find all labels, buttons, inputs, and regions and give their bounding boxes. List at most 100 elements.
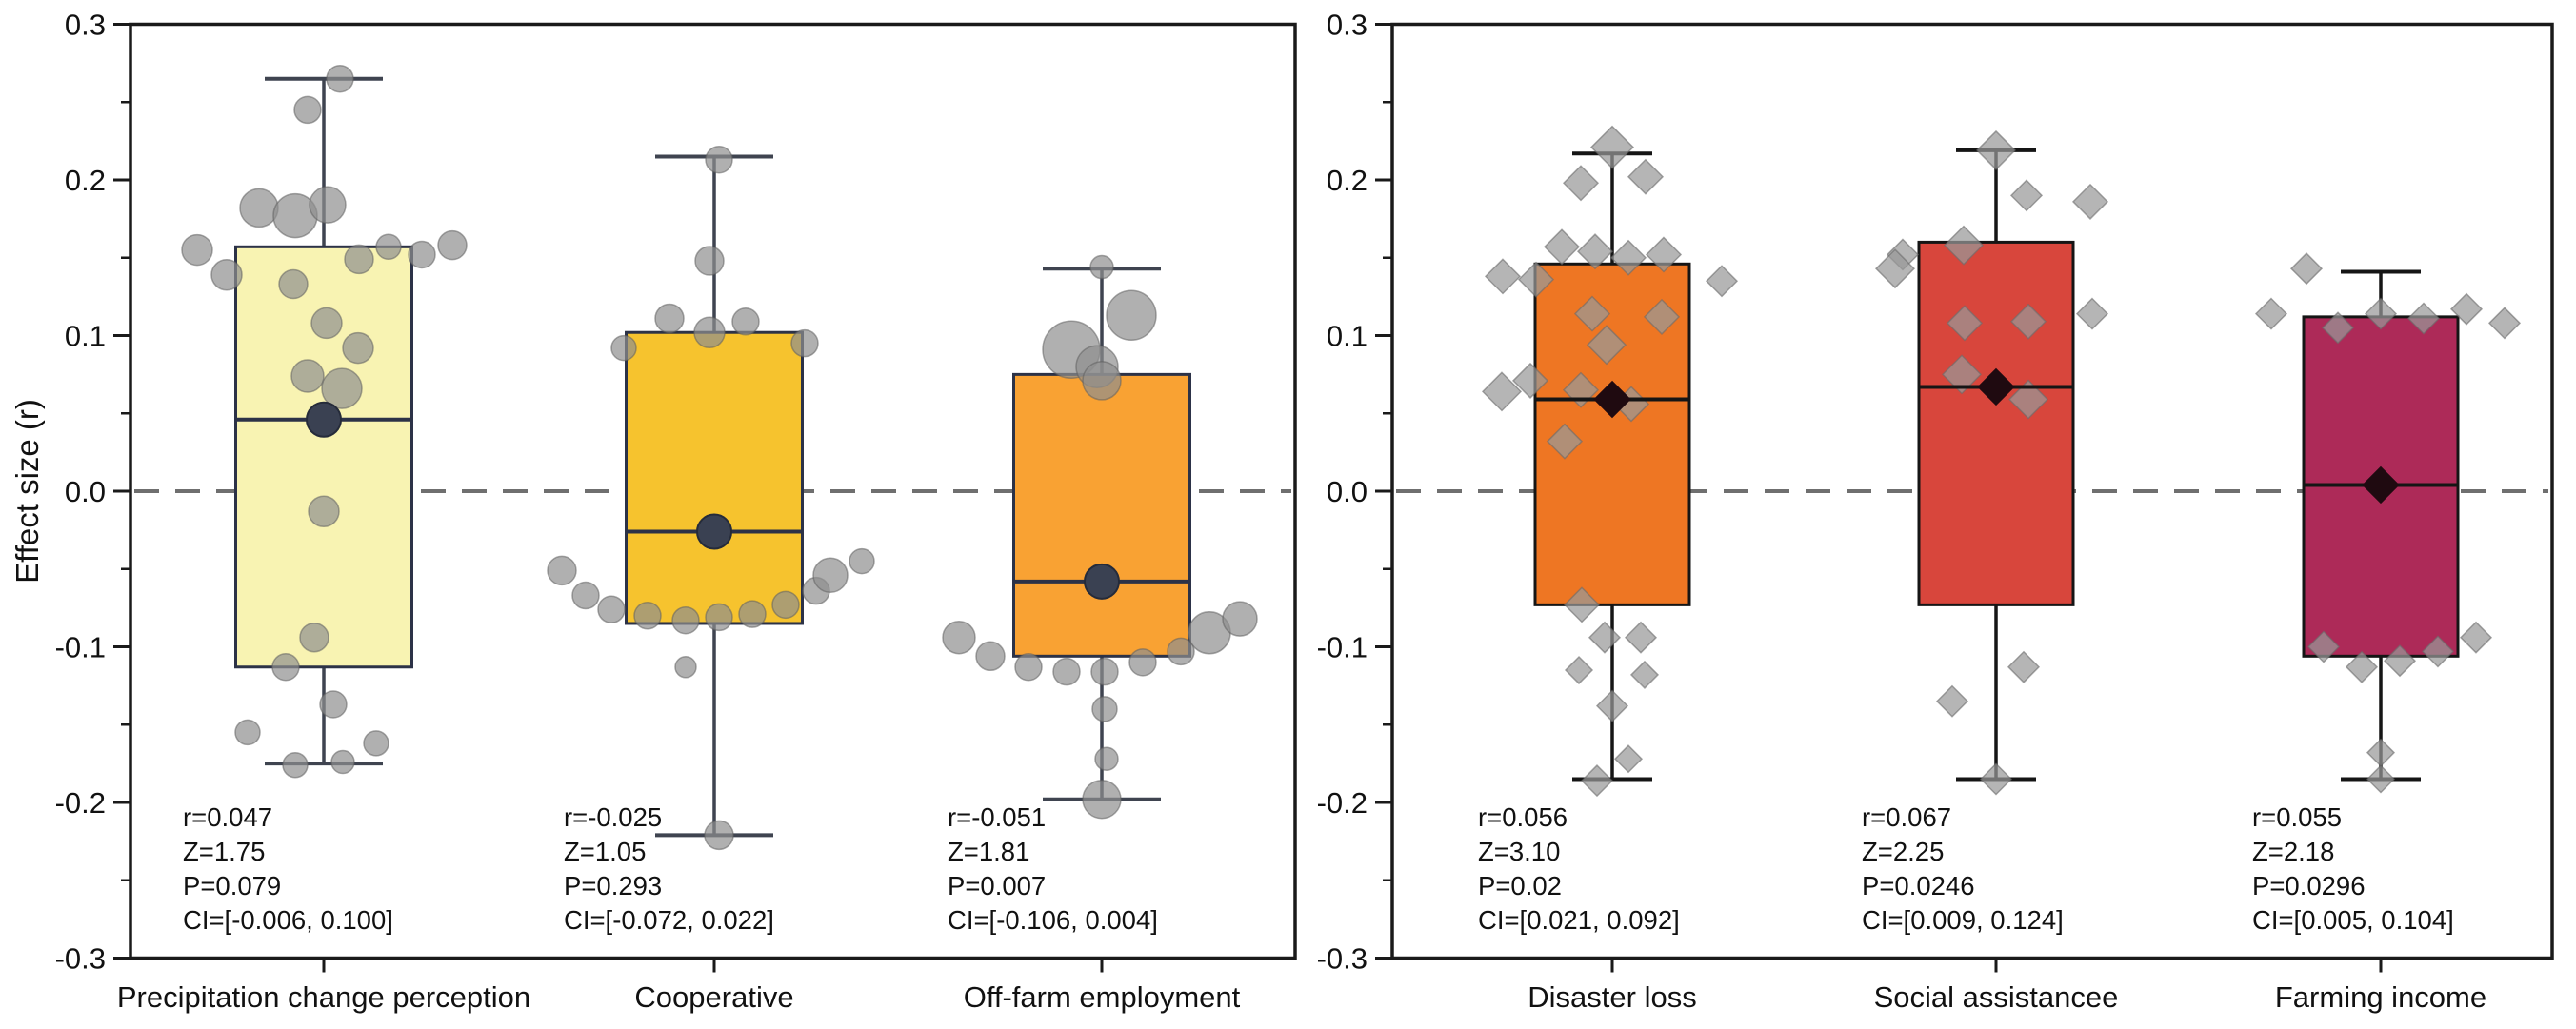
- boxplot-group-disaster-loss: Disaster loss r=0.056 Z=3.10 P=0.02 CI=[0.02…: [1478, 125, 1739, 1014]
- study-point-diamond: [2007, 379, 2049, 420]
- study-point-diamond: [1643, 298, 1681, 335]
- study-point-circle: [942, 620, 976, 655]
- study-point-diamond: [1563, 586, 1601, 623]
- study-point-diamond: [2075, 297, 2109, 330]
- y-tick-label: 0.3: [65, 9, 106, 42]
- study-point-diamond: [1564, 655, 1594, 685]
- stats-annotation-line: P=0.0296: [2252, 871, 2366, 900]
- study-point-diamond: [2406, 302, 2441, 335]
- study-point-diamond: [1589, 125, 1635, 169]
- study-point-circle: [239, 188, 279, 228]
- study-point-circle: [571, 581, 600, 610]
- x-category-label: Farming income: [2275, 980, 2486, 1014]
- study-point-diamond: [1595, 689, 1629, 722]
- panel-right: 0.3 0.2 0.1 0.0 -0.1 -0.2 -0.3 Disaster loss r=0…: [1317, 9, 2554, 1014]
- study-point-diamond: [1576, 233, 1614, 270]
- study-point-diamond: [2306, 630, 2341, 663]
- study-point-circle: [610, 334, 637, 362]
- study-point-circle: [375, 233, 402, 261]
- study-point-circle: [812, 557, 849, 594]
- y-tick-label: -0.1: [55, 631, 106, 664]
- study-point-circle: [654, 303, 685, 334]
- boxplot-group-cooperative: Cooperative r=-0.025 Z=1.05 P=0.293 CI=[-0.0…: [547, 145, 875, 1014]
- study-point-circle: [597, 595, 626, 624]
- study-point-circle: [738, 600, 767, 628]
- study-point-diamond: [1613, 744, 1644, 774]
- study-point-circle: [674, 656, 697, 679]
- stats-annotation-line: r=0.047: [183, 802, 272, 832]
- stats-annotation-line: Z=3.10: [1478, 837, 1560, 866]
- stats-annotation-line: Z=1.05: [564, 837, 646, 866]
- study-point-diamond: [1979, 762, 2013, 796]
- study-point-circle: [309, 186, 347, 224]
- study-point-diamond: [1511, 362, 1549, 399]
- stats-annotation-line: r=0.056: [1478, 802, 1568, 832]
- study-point-circle: [299, 622, 329, 653]
- study-point-diamond: [2449, 292, 2484, 326]
- study-point-diamond: [1874, 248, 1916, 289]
- study-point-circle: [731, 307, 760, 336]
- study-point-circle: [181, 233, 213, 267]
- study-point-diamond: [1543, 228, 1581, 266]
- stats-annotation-line: Z=2.25: [1862, 837, 1944, 866]
- study-point-diamond: [1946, 305, 1984, 342]
- study-point-circle: [1014, 653, 1043, 682]
- study-point-circle: [271, 653, 300, 682]
- study-point-diamond: [2345, 650, 2379, 683]
- stats-annotation-line: CI=[0.009, 0.124]: [1862, 905, 2064, 935]
- stats-annotation-line: CI=[-0.006, 0.100]: [183, 905, 393, 935]
- study-point-diamond: [2487, 307, 2522, 340]
- study-point-circle: [1106, 289, 1157, 341]
- stats-annotation-line: P=0.007: [948, 871, 1046, 900]
- study-point-diamond: [2366, 764, 2396, 794]
- y-tick-label: -0.2: [55, 786, 106, 820]
- y-tick-label: -0.3: [1317, 942, 1368, 976]
- stats-annotation-line: Z=2.18: [2252, 837, 2334, 866]
- study-point-diamond: [2459, 621, 2493, 654]
- stats-annotation-line: r=-0.051: [948, 802, 1046, 832]
- iqr-box: [1012, 372, 1191, 658]
- boxplot-group-off-farm-employment: Off-farm employment r=-0.051 Z=1.81 P=0.007…: [942, 254, 1258, 1014]
- study-point-circle: [437, 229, 468, 261]
- study-point-circle: [849, 547, 875, 575]
- study-point-diamond: [1629, 660, 1660, 689]
- study-point-diamond: [2364, 297, 2398, 330]
- study-point-diamond: [2289, 252, 2324, 286]
- study-point-diamond: [2071, 183, 2109, 220]
- y-tick-label: 0.2: [65, 164, 106, 197]
- study-point-diamond: [1517, 261, 1555, 298]
- study-point-circle: [1090, 657, 1119, 686]
- stats-annotation-line: P=0.079: [183, 871, 281, 900]
- stats-annotation-line: P=0.0246: [1862, 871, 1975, 900]
- study-point-diamond: [1562, 165, 1600, 202]
- study-point-circle: [310, 307, 343, 340]
- panel-left: 0.3 0.2 0.1 0.0 -0.1 -0.2 -0.3 Precipitation ch…: [10, 9, 1297, 1014]
- study-point-circle: [210, 258, 243, 291]
- study-point-circle: [278, 268, 309, 300]
- study-point-circle: [771, 590, 800, 620]
- study-point-diamond: [1580, 764, 1614, 798]
- mean-marker-diamond: [2362, 465, 2400, 505]
- study-point-circle: [330, 749, 355, 775]
- stats-annotation-line: CI=[-0.106, 0.004]: [948, 905, 1158, 935]
- study-point-circle: [704, 820, 734, 851]
- mean-marker-diamond: [1593, 380, 1631, 419]
- stats-annotation-line: CI=[-0.072, 0.022]: [564, 905, 774, 935]
- study-point-diamond: [1573, 295, 1611, 332]
- y-tick-label: -0.3: [55, 942, 106, 976]
- boxplot-group-farming-income: Farming income r=0.055 Z=2.18 P=0.0296 CI=[0…: [2252, 252, 2522, 1014]
- study-point-circle: [1091, 696, 1118, 722]
- study-point-diamond: [1484, 258, 1522, 295]
- x-category-label: Precipitation change perception: [117, 980, 530, 1014]
- study-point-diamond: [1546, 423, 1584, 460]
- study-point-diamond: [2007, 650, 2041, 683]
- study-point-circle: [975, 641, 1006, 672]
- study-point-diamond: [1588, 621, 1622, 654]
- study-point-circle: [633, 602, 662, 630]
- study-point-circle: [547, 555, 577, 586]
- stats-annotation-line: CI=[0.005, 0.104]: [2252, 905, 2454, 935]
- study-point-diamond: [1586, 325, 1627, 366]
- y-tick-label: 0.1: [1327, 320, 1368, 353]
- y-axis-title: Effect size (r): [10, 399, 45, 584]
- boxplot-group-precipitation-change-perception: Precipitation change perception r=0.047 Z=…: [117, 64, 530, 1014]
